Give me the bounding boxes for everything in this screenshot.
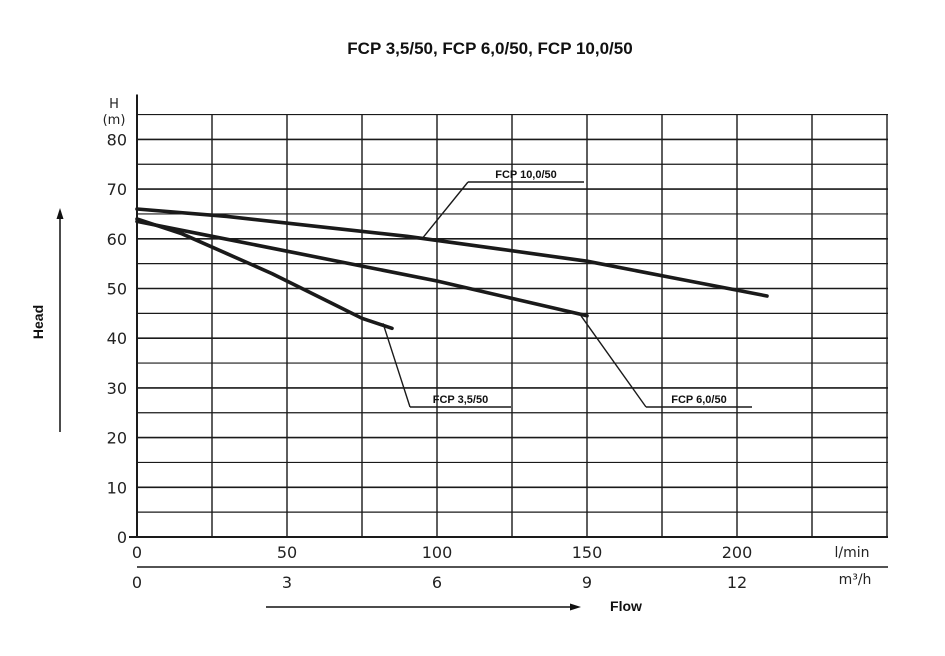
chart-title: FCP 3,5/50, FCP 6,0/50, FCP 10,0/50 [347,39,632,58]
callout-label: FCP 6,0/50 [671,394,726,406]
y-tick-label: 40 [107,329,127,348]
x-axis-label: Flow [610,598,642,614]
callout-leader [421,181,469,240]
y-tick-label: 30 [107,379,127,398]
series-line [135,219,589,318]
y-axis-unit-symbol: H [109,97,119,112]
x-tick-label: 150 [572,543,603,562]
y-tick-label: 0 [117,528,127,547]
y-axis-label: Head [30,305,46,339]
x2-tick-label: 0 [132,573,142,592]
x-tick-label: 100 [422,543,453,562]
callout-leader [382,323,411,408]
y-tick-label: 60 [107,230,127,249]
chart-grid [129,94,888,568]
y-axis-unit: (m) [103,113,126,128]
x2-tick-label: 6 [432,573,442,592]
series-line [135,207,769,298]
y-tick-label: 10 [107,478,127,497]
y-tick-label: 20 [107,429,127,448]
series-line [135,217,394,331]
callout-label: FCP 3,5/50 [433,394,488,406]
axis-ticks: 0 10 20 30 40 50 60 70 80 0 50 100 150 200 0 3 6 9 12 [107,130,753,592]
y-tick-label: 80 [107,130,127,149]
x-tick-label: 50 [277,543,297,562]
x2-tick-label: 12 [727,573,747,592]
x2-axis-unit: m³/h [839,572,872,588]
callout-label: FCP 10,0/50 [495,169,557,181]
y-tick-label: 70 [107,180,127,199]
series-lines [135,207,769,331]
y-axis-arrow-head [56,208,64,219]
x-tick-label: 200 [722,543,753,562]
x-axis-unit: l/min [834,545,869,561]
x-tick-label: 0 [132,543,142,562]
callout-leader [580,315,647,408]
x-axis-arrow-head [570,603,581,611]
y-tick-label: 50 [107,280,127,299]
series-callouts: FCP 10,0/50 FCP 3,5/50 FCP 6,0/50 [382,169,752,408]
x2-tick-label: 3 [282,573,292,592]
x2-tick-label: 9 [582,573,592,592]
